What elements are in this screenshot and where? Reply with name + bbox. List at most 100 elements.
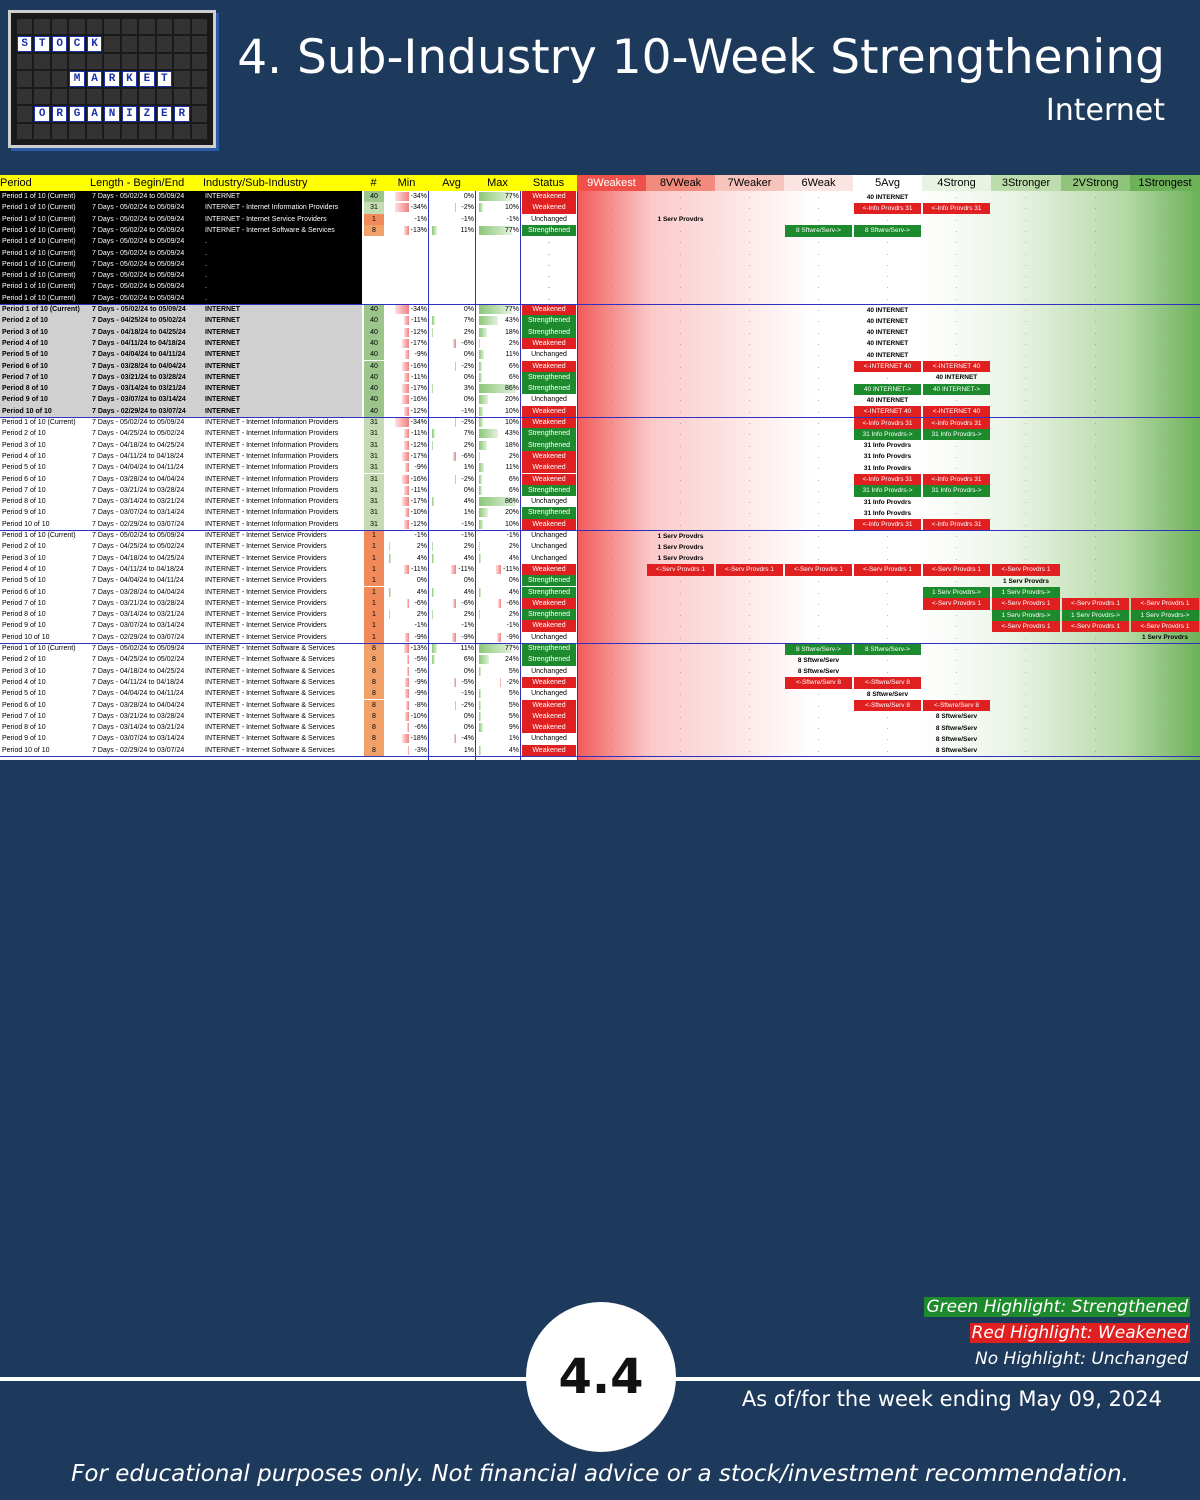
grid-dot: .	[679, 362, 682, 370]
max-cell: 18%	[477, 327, 519, 338]
grid-dot: .	[610, 735, 613, 743]
table-row: Period 1 of 10 (Current) 7 Days - 05/02/2…	[0, 530, 1200, 542]
avg-cell: 0%	[463, 373, 474, 381]
grid-dot: .	[748, 430, 751, 438]
logo-tile	[86, 53, 103, 70]
max-cell: 24%	[477, 654, 519, 665]
length-cell: 7 Days - 04/04/24 to 04/11/24	[92, 351, 186, 359]
length-cell: 7 Days - 04/18/24 to 04/25/24	[92, 441, 185, 449]
grid-dot: .	[610, 238, 613, 246]
grid-dot: .	[955, 532, 958, 539]
grid-dot: .	[886, 588, 889, 596]
grid-dot: .	[886, 317, 889, 325]
grid-dot: .	[679, 554, 682, 562]
min-cell: -6%	[387, 598, 427, 609]
max-cell: 20%	[477, 507, 519, 518]
count-cell: 31	[364, 518, 384, 530]
max-cell: 2%	[479, 610, 519, 620]
period-cell: Period 6 of 10	[2, 475, 46, 483]
count-cell	[364, 248, 384, 259]
grid-dot: .	[1164, 656, 1166, 664]
grid-dot: .	[748, 656, 751, 664]
grid-dot: .	[679, 226, 682, 234]
grid-dot: .	[1025, 317, 1027, 325]
min-cell: 2%	[389, 542, 427, 552]
length-cell: 7 Days - 04/04/24 to 04/11/24	[92, 577, 184, 585]
strength-label: <-Serv Provdrs 1	[785, 564, 852, 576]
length-cell: 7 Days - 03/14/24 to 03/21/24	[92, 498, 185, 506]
grid-dot: .	[1094, 204, 1097, 212]
grid-dot: .	[748, 464, 751, 472]
length-cell: 7 Days - 03/28/24 to 04/04/24	[92, 588, 185, 596]
grid-dot: .	[1094, 645, 1097, 652]
strength-label: <-Serv Provdrs 1	[1062, 598, 1129, 610]
grid-dot: .	[1164, 328, 1166, 336]
max-cell: -9%	[477, 632, 519, 643]
grid-dot: .	[1164, 215, 1166, 223]
grid-dot: .	[1164, 678, 1166, 686]
grid-dot: .	[817, 486, 820, 494]
grid-dot: .	[1164, 645, 1166, 652]
grid-dot: .	[748, 226, 751, 234]
industry-cell: INTERNET	[205, 385, 240, 393]
grid-dot: .	[886, 452, 889, 460]
period-cell: Period 10 of 10	[2, 407, 52, 415]
industry-cell: INTERNET	[205, 396, 240, 404]
table-row: Period 8 of 10 7 Days - 03/14/24 to 03/21…	[0, 496, 1200, 508]
grid-dot: .	[1025, 656, 1027, 664]
logo-tile	[69, 19, 85, 35]
strength-label: 8 Sftwre/Serv->	[854, 643, 921, 655]
strength-label: 8 Sftwre/Serv	[797, 668, 840, 676]
grid-dot: .	[679, 215, 682, 223]
max-cell: 1%	[479, 734, 519, 744]
grid-dot: .	[748, 735, 751, 743]
grid-dot: .	[1164, 746, 1166, 754]
logo-tile: T	[34, 36, 50, 52]
logo-tile	[191, 106, 207, 122]
period-cell: Period 5 of 10	[2, 577, 46, 585]
length-cell: 7 Days - 04/25/24 to 05/02/24	[92, 543, 185, 551]
grid-dot: .	[955, 294, 958, 302]
industry-cell: INTERNET - Internet Software & Services	[205, 226, 335, 234]
min-cell	[387, 293, 427, 304]
grid-dot: .	[1164, 351, 1166, 359]
grid-dot: .	[1164, 294, 1166, 302]
max-cell: 6%	[477, 361, 519, 372]
grid-dot: .	[1094, 317, 1097, 325]
period-cell: Period 1 of 10 (Current)	[2, 645, 76, 652]
count-cell: 8	[364, 722, 384, 734]
period-cell: Period 7 of 10	[2, 486, 46, 494]
industry-cell: INTERNET	[205, 306, 240, 313]
industry-cell: INTERNET - Internet Information Provider…	[205, 452, 339, 460]
grid-dot: .	[679, 339, 682, 347]
logo-tile	[174, 88, 190, 105]
avg-cell: 0%	[463, 724, 474, 732]
grid-dot: .	[748, 294, 751, 302]
grid-dot: .	[679, 317, 682, 325]
count-cell: 8	[364, 688, 384, 700]
min-cell	[387, 248, 427, 259]
max-cell: 77%	[477, 225, 519, 236]
length-cell: 7 Days - 04/11/24 to 04/18/24	[92, 339, 186, 347]
grid-dot: .	[610, 622, 613, 630]
grid-dot: .	[748, 306, 751, 313]
period-cell: Period 1 of 10 (Current)	[2, 238, 76, 246]
strength-label: 40 INTERNET	[866, 340, 909, 348]
avg-cell: 0%	[463, 486, 474, 494]
min-cell: -9%	[387, 462, 427, 473]
industry-cell: INTERNET	[205, 317, 240, 325]
industry-cell: INTERNET - Internet Information Provider…	[205, 419, 339, 426]
grid-dot: .	[679, 373, 682, 381]
count-cell	[364, 270, 384, 281]
logo-tile	[121, 19, 138, 35]
count-cell: 40	[364, 394, 384, 406]
grid-dot: .	[610, 520, 613, 528]
grid-dot: .	[886, 283, 889, 291]
industry-cell: .	[205, 272, 207, 280]
status-cell: Unchanged	[531, 633, 567, 641]
length-cell: 7 Days - 05/02/24 to 05/09/24	[92, 272, 185, 280]
strength-label: <-INTERNET 40	[923, 406, 990, 418]
count-cell: 1	[364, 586, 384, 598]
grid-dot: .	[1164, 272, 1166, 280]
count-cell: 8	[364, 224, 384, 237]
